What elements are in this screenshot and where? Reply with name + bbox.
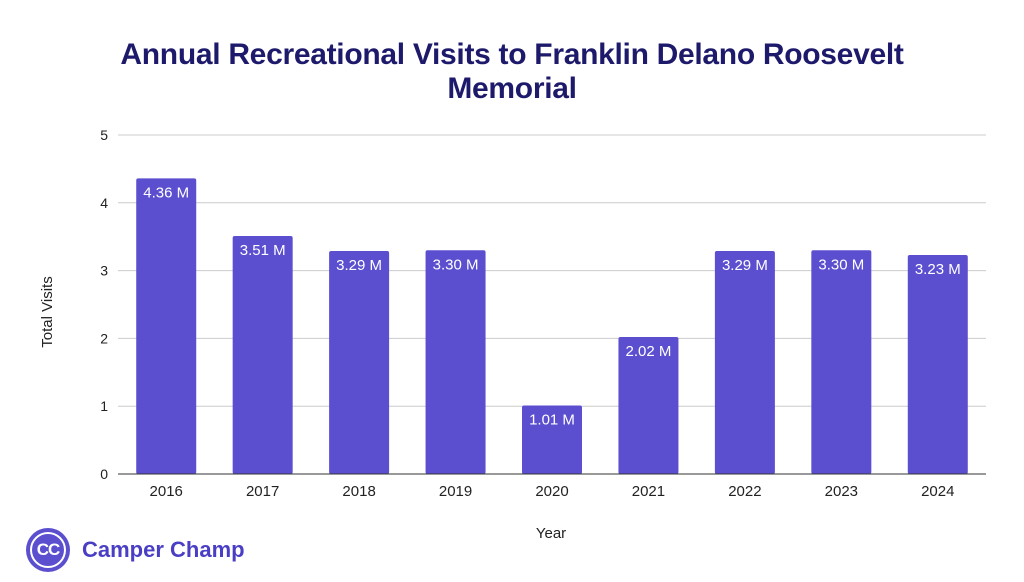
x-tick-label: 2019 (439, 483, 472, 500)
camper-champ-logo-icon: CC (26, 528, 70, 572)
data-label: 1.01 M (529, 412, 575, 429)
data-label: 3.23 M (915, 261, 961, 278)
data-label: 3.30 M (433, 256, 479, 273)
x-tick-label: 2021 (632, 483, 665, 500)
x-tick-label: 2020 (535, 483, 568, 500)
chart-title-line-1: Annual Recreational Visits to Franklin D… (120, 38, 904, 71)
data-label: 3.29 M (336, 257, 382, 274)
bars: 4.36 M 3.51 M 3.29 M 3.30 M 1.01 M 2.02 M 3.29… (136, 178, 968, 474)
bar-2019 (425, 250, 486, 474)
y-tick-label: 0 (100, 466, 108, 482)
data-label: 3.29 M (722, 257, 768, 274)
bar-2017 (232, 236, 293, 474)
x-tick-label: 2022 (728, 483, 761, 500)
y-tick-label: 4 (100, 195, 108, 211)
data-label: 3.30 M (818, 256, 864, 273)
x-tick-label: 2018 (342, 483, 375, 500)
x-tick-label: 2017 (246, 483, 279, 500)
x-axis-label: Year (536, 525, 566, 542)
brand-name: Camper Champ (82, 537, 245, 562)
chart-title: Annual Recreational Visits to Franklin D… (0, 38, 1024, 106)
data-label: 2.02 M (626, 343, 672, 360)
brand: CC Camper Champ (26, 526, 245, 574)
bar-2020 (522, 405, 582, 474)
y-tick-label: 5 (100, 127, 108, 143)
bar-2022 (714, 250, 775, 474)
bar-2021 (618, 337, 679, 474)
y-axis-label: Total Visits (39, 276, 56, 347)
chart-title-line-2: Memorial (447, 72, 577, 105)
data-label: 4.36 M (143, 184, 189, 201)
y-tick-label: 2 (100, 330, 108, 346)
x-axis-ticks: 2016 2017 2018 2019 2020 2021 2022 2023 2024 (150, 483, 955, 500)
bar-2018 (329, 250, 390, 474)
bar-2016 (136, 178, 197, 474)
bar-2023 (811, 250, 872, 474)
x-tick-label: 2024 (921, 483, 954, 500)
logo-text: CC (36, 540, 61, 559)
y-tick-label: 1 (100, 398, 108, 414)
data-label: 3.51 M (240, 242, 286, 259)
y-tick-label: 3 (100, 263, 108, 279)
y-axis-ticks: 0 1 2 3 4 5 (100, 127, 108, 482)
x-tick-label: 2023 (825, 483, 858, 500)
x-tick-label: 2016 (150, 483, 183, 500)
bar-2024 (907, 255, 968, 474)
